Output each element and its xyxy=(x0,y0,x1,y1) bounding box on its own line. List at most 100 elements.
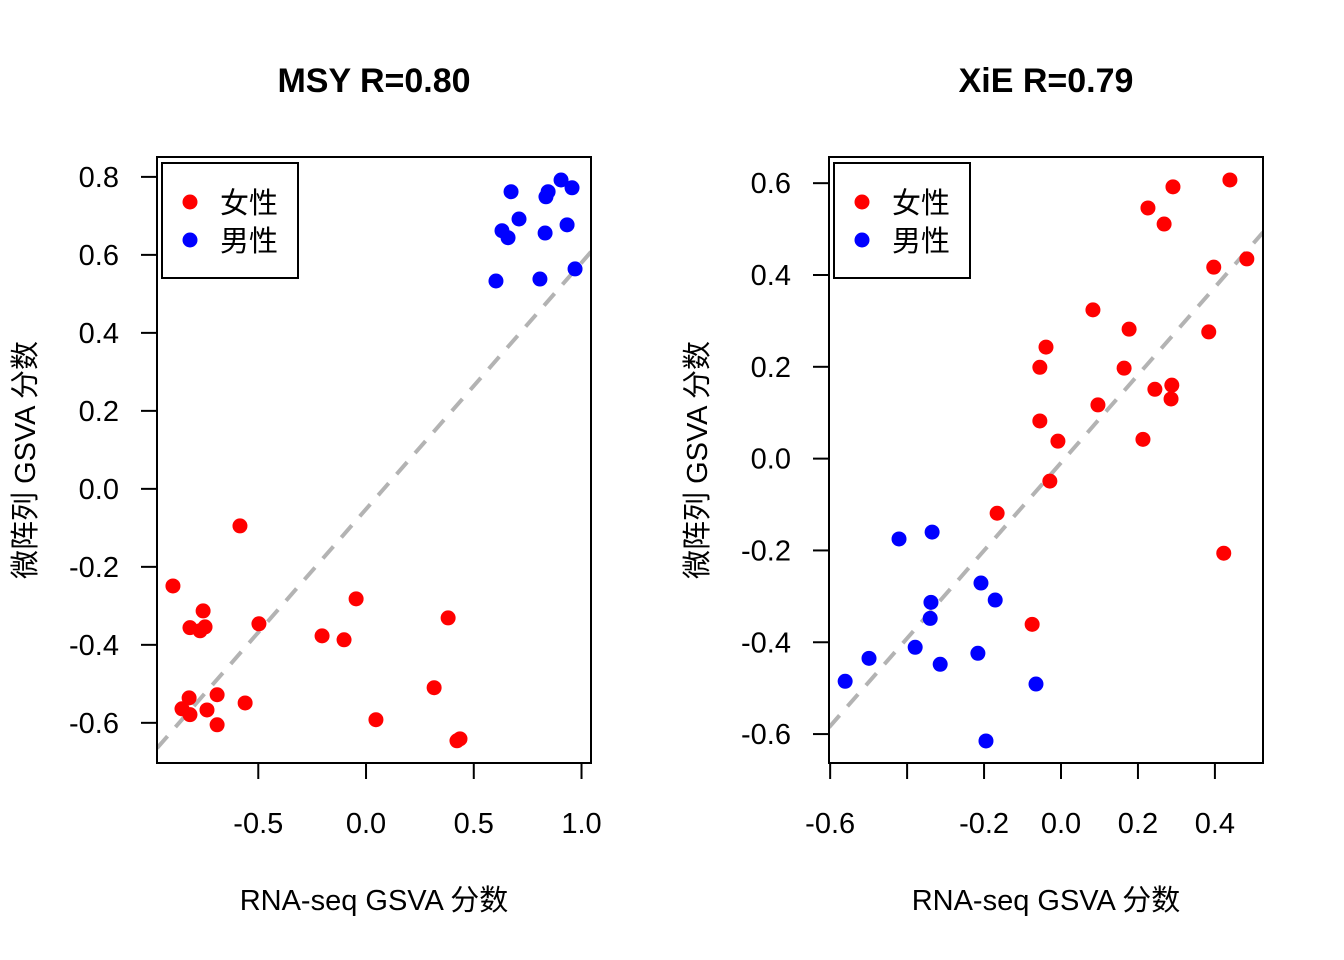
data-point-male xyxy=(922,610,938,626)
panel-2: XiE R=0.79 RNA-seq GSVA 分数 微阵列 GSVA 分数 -0.6… xyxy=(681,62,1264,917)
data-point-female xyxy=(192,623,208,639)
data-point-female xyxy=(1165,179,1181,195)
data-point-female xyxy=(426,680,442,696)
data-point-female xyxy=(1147,381,1163,397)
y-tick-label: 0.4 xyxy=(751,260,791,292)
chart-title: XiE R=0.79 xyxy=(959,62,1134,100)
x-tick-label: -0.2 xyxy=(959,808,1009,840)
data-point-female xyxy=(251,616,267,632)
data-point-male xyxy=(837,673,853,689)
data-point-female xyxy=(440,610,456,626)
data-point-female xyxy=(336,632,352,648)
legend-marker xyxy=(182,232,198,248)
legend-marker xyxy=(854,194,870,210)
y-tick-label: -0.6 xyxy=(69,708,119,740)
data-point-female xyxy=(348,591,364,607)
data-point-male xyxy=(537,225,553,241)
data-point-male xyxy=(987,592,1003,608)
legend-label: 女性 xyxy=(220,187,278,220)
data-point-female xyxy=(1206,259,1222,275)
y-tick-label: 0.6 xyxy=(751,168,791,200)
data-point-female xyxy=(237,695,253,711)
y-tick-label: 0.0 xyxy=(79,474,119,506)
data-point-female xyxy=(209,717,225,733)
x-tick-label: 0.4 xyxy=(1195,808,1235,840)
legend-label: 男性 xyxy=(892,225,950,258)
data-point-female xyxy=(1163,391,1179,407)
data-point-female xyxy=(1135,431,1151,447)
x-tick-label: 0.0 xyxy=(1041,808,1081,840)
legend-marker xyxy=(854,232,870,248)
data-point-female xyxy=(1164,377,1180,393)
x-tick-label: -0.6 xyxy=(805,808,855,840)
data-point-male xyxy=(564,180,580,196)
data-point-male xyxy=(907,639,923,655)
data-point-female xyxy=(1042,473,1058,489)
y-tick-label: -0.6 xyxy=(741,719,791,751)
data-point-male xyxy=(488,273,504,289)
y-tick-label: -0.2 xyxy=(69,552,119,584)
data-point-female xyxy=(452,731,468,747)
data-point-female xyxy=(1116,360,1132,376)
data-point-female xyxy=(1121,321,1137,337)
data-point-female xyxy=(1032,413,1048,429)
data-point-female xyxy=(1024,616,1040,632)
fit-line xyxy=(157,250,591,750)
data-point-female xyxy=(1201,324,1217,340)
data-point-male xyxy=(567,261,583,277)
x-tick-label: 0.0 xyxy=(346,808,386,840)
x-axis-label: RNA-seq GSVA 分数 xyxy=(240,884,509,917)
data-point-male xyxy=(500,230,516,246)
data-point-female xyxy=(1050,433,1066,449)
y-tick-label: 0.4 xyxy=(79,318,119,350)
data-point-male xyxy=(503,184,519,200)
data-point-male xyxy=(861,650,877,666)
data-point-female xyxy=(181,690,197,706)
data-point-female xyxy=(1239,251,1255,267)
y-axis-label: 微阵列 GSVA 分数 xyxy=(9,341,42,579)
data-point-female xyxy=(195,603,211,619)
legend-label: 女性 xyxy=(892,187,950,220)
data-point-male xyxy=(538,189,554,205)
data-point-male xyxy=(973,575,989,591)
data-point-female xyxy=(199,702,215,718)
y-axis-label: 微阵列 GSVA 分数 xyxy=(681,341,714,579)
data-point-female xyxy=(1222,172,1238,188)
panel-1: MSY R=0.80 RNA-seq GSVA 分数 微阵列 GSVA 分数 -0.5… xyxy=(9,62,602,917)
data-point-female xyxy=(1090,397,1106,413)
x-tick-label: 0.2 xyxy=(1118,808,1158,840)
data-point-female xyxy=(209,687,225,703)
legend-box xyxy=(161,162,299,279)
data-point-male xyxy=(1028,676,1044,692)
data-point-female xyxy=(182,707,198,723)
x-tick-label: 0.5 xyxy=(454,808,494,840)
data-point-female xyxy=(1032,359,1048,375)
x-axis-label: RNA-seq GSVA 分数 xyxy=(912,884,1181,917)
data-point-male xyxy=(923,594,939,610)
data-point-female xyxy=(314,628,330,644)
legend-marker xyxy=(182,194,198,210)
legend-box xyxy=(833,162,971,279)
data-point-female xyxy=(1216,545,1232,561)
data-point-male xyxy=(553,172,569,188)
y-tick-label: -0.2 xyxy=(741,535,791,567)
data-point-male xyxy=(978,733,994,749)
data-point-female xyxy=(232,518,248,534)
y-tick-label: -0.4 xyxy=(69,630,119,662)
y-tick-label: 0.6 xyxy=(79,240,119,272)
data-point-female xyxy=(1140,200,1156,216)
legend-label: 男性 xyxy=(220,225,278,258)
y-tick-label: -0.4 xyxy=(741,627,791,659)
y-tick-label: 0.8 xyxy=(79,162,119,194)
data-point-male xyxy=(970,645,986,661)
data-point-male xyxy=(924,524,940,540)
y-tick-label: 0.2 xyxy=(79,396,119,428)
data-point-male xyxy=(932,656,948,672)
data-point-female xyxy=(989,505,1005,521)
y-tick-label: 0.2 xyxy=(751,352,791,384)
data-point-female xyxy=(1038,339,1054,355)
data-point-male xyxy=(532,271,548,287)
data-point-male xyxy=(511,211,527,227)
